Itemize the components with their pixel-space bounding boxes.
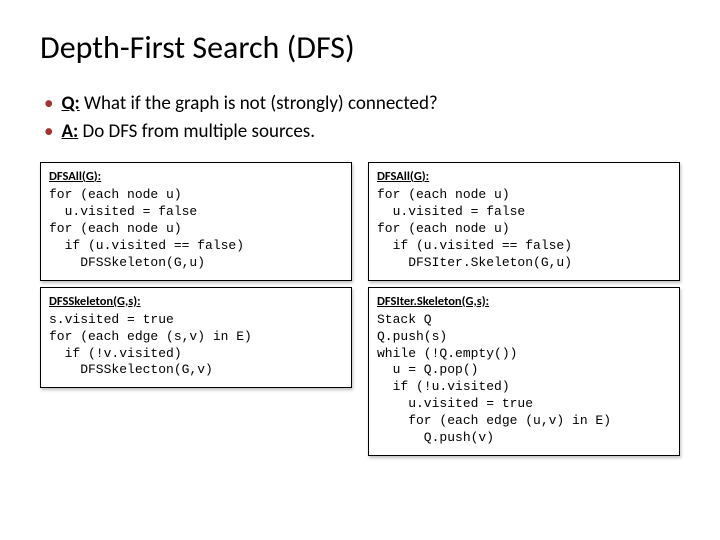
bullet-label: A: bbox=[61, 120, 78, 143]
bullet-item: • A: Do DFS from multiple sources. bbox=[44, 119, 680, 145]
bullet-item: • Q: What if the graph is not (strongly)… bbox=[44, 91, 680, 117]
bullet-text: Q: What if the graph is not (strongly) c… bbox=[61, 91, 437, 117]
bullet-text: A: Do DFS from multiple sources. bbox=[61, 119, 315, 145]
left-column: DFSAll(G): for (each node u) u.visited =… bbox=[40, 162, 352, 456]
right-column: DFSAll(G): for (each node u) u.visited =… bbox=[368, 162, 680, 456]
bullet-body: Do DFS from multiple sources. bbox=[78, 120, 315, 143]
bullet-list: • Q: What if the graph is not (strongly)… bbox=[40, 91, 680, 144]
bullet-body: What if the graph is not (strongly) conn… bbox=[80, 92, 438, 115]
page-title: Depth-First Search (DFS) bbox=[40, 28, 680, 67]
fn-heading: DFSIter.Skeleton(G,s): bbox=[377, 294, 671, 309]
bullet-dot-icon: • bbox=[44, 119, 53, 145]
code-box-dfsskeleton: DFSSkeleton(G,s): s.visited = true for (… bbox=[40, 287, 352, 389]
code-block: s.visited = true for (each edge (s,v) in… bbox=[49, 312, 343, 380]
code-columns: DFSAll(G): for (each node u) u.visited =… bbox=[40, 162, 680, 456]
fn-heading: DFSAll(G): bbox=[49, 169, 343, 184]
code-box-dfsall-iter: DFSAll(G): for (each node u) u.visited =… bbox=[368, 162, 680, 280]
fn-heading: DFSSkeleton(G,s): bbox=[49, 294, 343, 309]
bullet-label: Q: bbox=[61, 92, 79, 115]
code-block: for (each node u) u.visited = false for … bbox=[377, 187, 671, 271]
bullet-dot-icon: • bbox=[44, 91, 53, 117]
code-block: Stack Q Q.push(s) while (!Q.empty()) u =… bbox=[377, 312, 671, 447]
fn-heading: DFSAll(G): bbox=[377, 169, 671, 184]
code-box-dfsall-rec: DFSAll(G): for (each node u) u.visited =… bbox=[40, 162, 352, 280]
code-box-dfsiterskeleton: DFSIter.Skeleton(G,s): Stack Q Q.push(s)… bbox=[368, 287, 680, 456]
code-block: for (each node u) u.visited = false for … bbox=[49, 187, 343, 271]
